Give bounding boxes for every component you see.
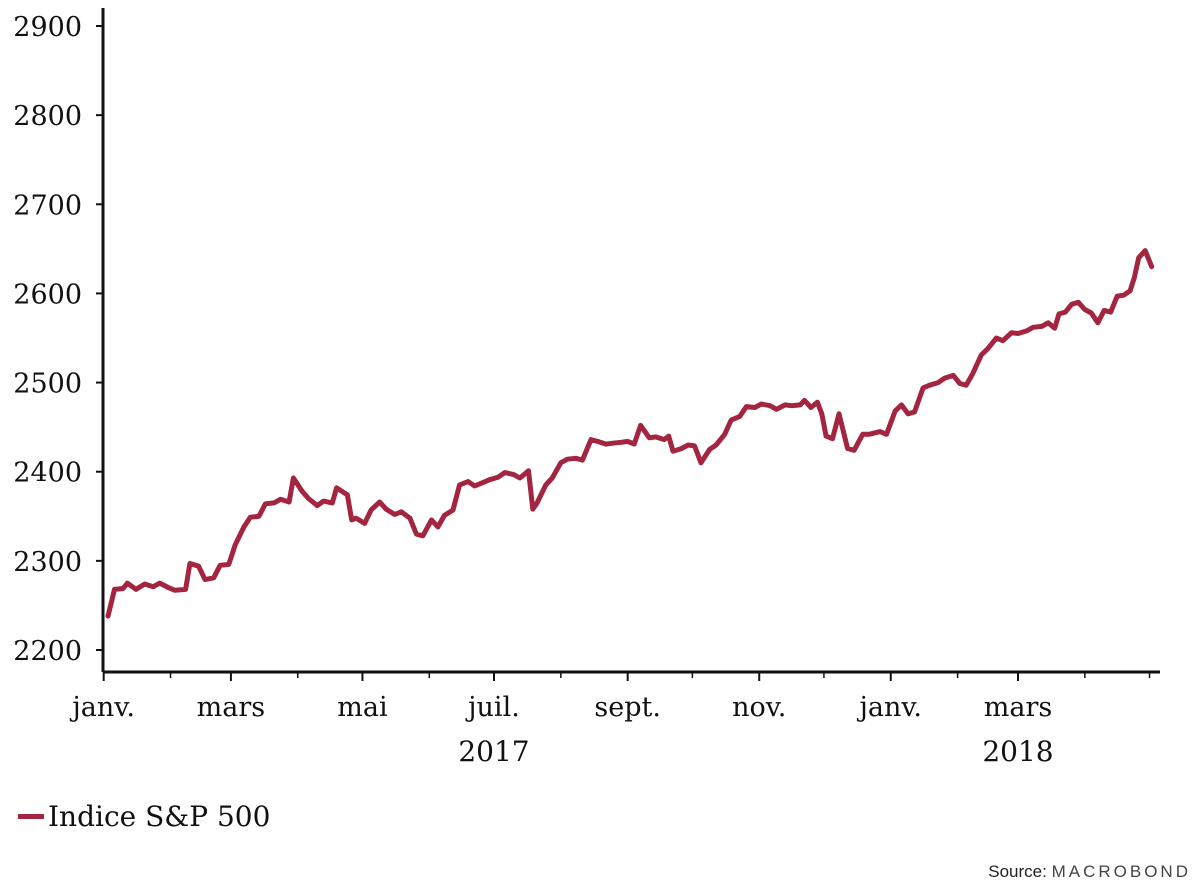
legend-swatch xyxy=(18,814,44,819)
x-tick-label: mars xyxy=(197,692,265,723)
y-tick-label: 2800 xyxy=(13,101,82,132)
x-tick-label: janv. xyxy=(69,692,135,723)
x-tick-label: sept. xyxy=(594,692,661,723)
x-tick-label: juil. xyxy=(465,692,520,723)
x-tick-label: nov. xyxy=(732,692,786,723)
y-tick-label: 2500 xyxy=(13,369,82,400)
y-tick-label: 2300 xyxy=(13,547,82,578)
x-tick-label: janv. xyxy=(857,692,923,723)
series-line xyxy=(105,248,1155,619)
y-tick-label: 2700 xyxy=(13,190,82,221)
chart-axes: 2200 2300 2400 2500 2600 2700 2800 2900 janv. mar… xyxy=(13,8,1160,768)
source-brand: MACROBOND xyxy=(1051,862,1191,881)
year-label: 2017 xyxy=(458,735,529,768)
year-label: 2018 xyxy=(982,735,1053,768)
x-tick-label: mai xyxy=(337,692,388,723)
legend: Indice S&P 500 xyxy=(18,800,270,833)
y-tick-label: 2200 xyxy=(13,636,82,667)
y-tick-label: 2600 xyxy=(13,279,82,310)
y-tick-label: 2400 xyxy=(13,458,82,489)
x-tick-label: mars xyxy=(984,692,1052,723)
legend-label: Indice S&P 500 xyxy=(48,800,271,833)
source-note: Source: MACROBOND xyxy=(988,862,1191,882)
series-layer xyxy=(105,248,1155,619)
source-prefix: Source: xyxy=(988,862,1047,881)
y-tick-label: 2900 xyxy=(13,12,82,43)
